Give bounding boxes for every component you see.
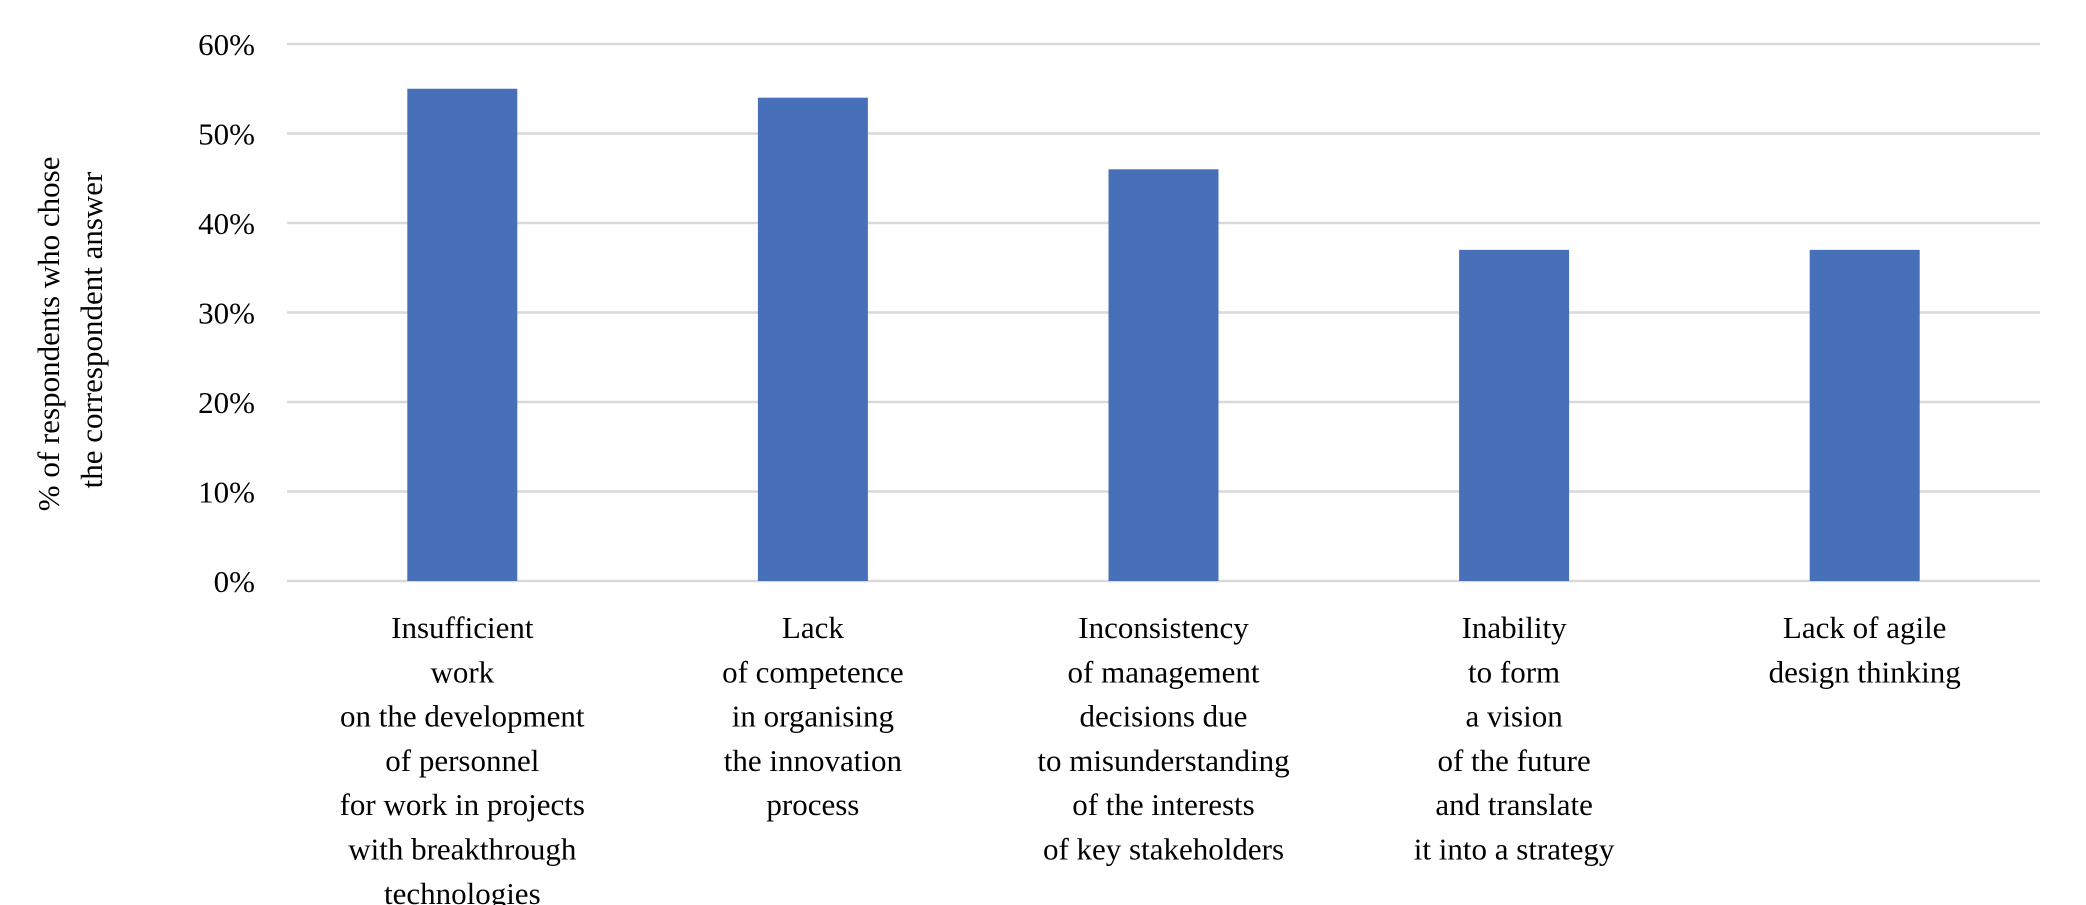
y-axis-label: % of respondents who chose the correspon… — [31, 149, 109, 511]
x-category-label-line: of key stakeholders — [1043, 832, 1284, 867]
x-category-label-line: for work in projects — [340, 787, 585, 822]
y-tick-label: 40% — [198, 206, 255, 241]
x-category-label-line: on the development — [340, 699, 585, 734]
x-axis-categories: Insufficient work on the development of per… — [340, 610, 1961, 905]
x-category-label-line: of the interests — [1072, 787, 1255, 822]
y-axis-label-line: the correspondent answer — [74, 171, 109, 488]
y-tick-label: 30% — [198, 296, 255, 331]
x-category-label-line: to misunderstanding — [1037, 743, 1289, 778]
y-axis-label-line: % of respondents who chose — [31, 157, 66, 512]
x-category-label: Inconsistency of management decisions due t… — [1037, 610, 1289, 867]
x-category-label-line: a vision — [1465, 699, 1563, 734]
bars — [407, 88, 1920, 582]
x-category-label-line: with breakthrough — [348, 832, 577, 867]
x-category-label-line: and translate — [1435, 787, 1593, 822]
x-category-label-line: of management — [1068, 654, 1260, 689]
x-category-label: Lack of agile design thinking — [1769, 610, 1961, 689]
x-category-label-line: Lack — [782, 610, 844, 645]
x-category-label-line: in organising — [732, 699, 894, 734]
bar — [1108, 169, 1219, 582]
x-category-label-line: of the future — [1437, 743, 1590, 778]
x-category-label-line: work — [430, 654, 494, 689]
y-tick-label: 10% — [198, 475, 255, 510]
x-category-label-line: Inconsistency — [1078, 610, 1249, 645]
y-tick-label: 50% — [198, 117, 255, 152]
x-category-label: Inability to form a vision of the future and… — [1414, 610, 1615, 867]
x-category-label-line: Insufficient — [391, 610, 534, 645]
y-tick-label: 60% — [198, 27, 255, 62]
x-category-label-line: of personnel — [385, 743, 539, 778]
y-tick-label: 0% — [214, 564, 255, 599]
x-category-label-line: Inability — [1462, 610, 1568, 645]
x-category-label-line: Lack of agile — [1783, 610, 1947, 645]
bar — [757, 97, 868, 581]
x-category-label-line: to form — [1468, 654, 1560, 689]
bar — [1459, 249, 1570, 581]
x-category-label-line: decisions due — [1080, 699, 1248, 734]
x-category-label-line: the innovation — [724, 743, 903, 778]
y-axis-ticks: 0% 10% 20% 30% 40% 50% 60% — [198, 27, 255, 599]
x-category-label: Lack of competence in organising the innova… — [722, 610, 904, 822]
x-category-label: Insufficient work on the development of per… — [340, 610, 585, 905]
x-category-label-line: technologies — [384, 876, 541, 905]
bar — [407, 88, 518, 581]
bar — [1809, 249, 1920, 581]
x-category-label-line: it into a strategy — [1414, 832, 1615, 867]
y-tick-label: 20% — [198, 385, 255, 420]
x-category-label-line: design thinking — [1769, 654, 1961, 689]
x-category-label-line: process — [766, 787, 859, 822]
x-category-label-line: of competence — [722, 654, 904, 689]
